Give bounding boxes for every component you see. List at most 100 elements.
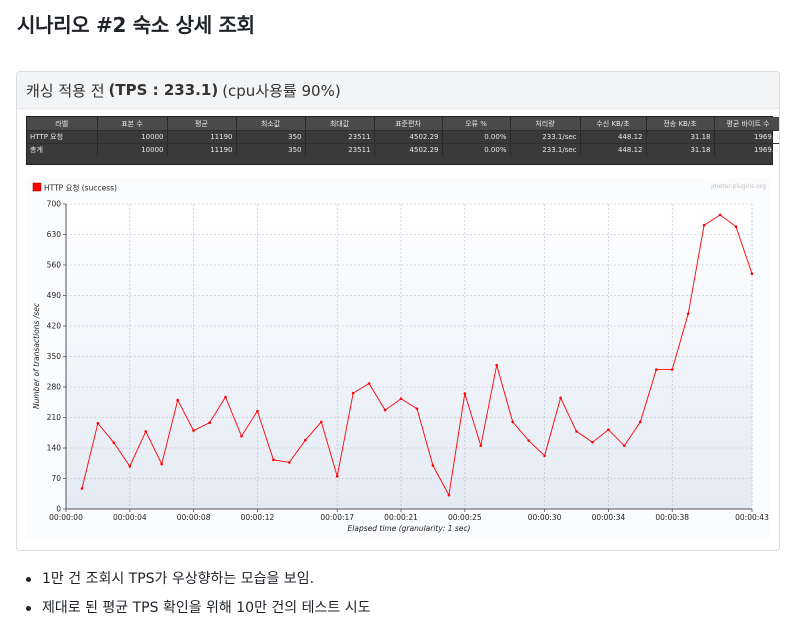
data-point (415, 407, 419, 411)
table-row[interactable]: HTTP 요청 10000 11190 350 23511 4502.29 0.… (27, 130, 779, 144)
page-title: 시나리오 #2 숙소 상세 조회 (17, 13, 255, 37)
table-cell: HTTP 요청 (27, 130, 98, 144)
data-point (591, 441, 594, 444)
table-cell: 10000 (97, 130, 168, 144)
note-text: 1만 건 조회시 TPS가 우상향하는 모습을 보임. (42, 571, 315, 587)
table-cell: 0.00% (442, 130, 511, 144)
data-point (655, 368, 658, 371)
data-point (559, 396, 562, 400)
x-tick-label: 00:00:00 (49, 513, 83, 522)
data-point (320, 420, 323, 424)
y-axis-label: Number of transactions /sec (32, 302, 41, 409)
data-point (734, 225, 738, 228)
legend-swatch (32, 182, 42, 192)
watermark: jmeter-plugins.org (710, 183, 766, 190)
data-point (750, 272, 754, 275)
x-tick-label: 00:00:38 (655, 513, 689, 522)
x-tick-label: 00:00:04 (113, 513, 147, 522)
notes-list: 1만 건 조회시 TPS가 우상향하는 모습을 보임. 제대로 된 평균 TPS… (22, 568, 370, 626)
card-title-tps: (TPS : 233.1) (108, 81, 219, 99)
data-point (80, 487, 84, 490)
bullet-icon (26, 577, 31, 582)
series-group (80, 213, 754, 497)
table-cell: 4502.29 (374, 143, 443, 156)
data-point (383, 408, 387, 412)
y-tick-label: 0 (56, 505, 61, 514)
table-cell: 448.12 (580, 143, 647, 156)
col-header[interactable]: 표본 수 (97, 117, 168, 131)
card-title-cpu: (cpu사용률 90%) (222, 81, 341, 100)
y-tick-label: 420 (47, 322, 62, 331)
data-point (112, 441, 116, 445)
x-tick-label: 00:00:21 (384, 513, 418, 522)
col-header[interactable]: 평균 바이트 수 (714, 117, 779, 131)
y-tick-label: 70 (51, 474, 61, 483)
col-header[interactable]: 수신 KB/초 (580, 117, 647, 131)
x-tick-label: 00:00:12 (241, 513, 275, 522)
card-title-prefix: 캐싱 적용 전 (26, 81, 105, 100)
x-tick-label: 00:00:34 (592, 513, 626, 522)
data-point (463, 392, 467, 395)
col-header[interactable]: 평균 (167, 117, 237, 131)
plot-area (66, 204, 752, 509)
data-point (399, 397, 403, 401)
data-point (144, 430, 148, 433)
col-header[interactable]: 최소값 (236, 117, 306, 131)
col-header[interactable]: 라벨 (27, 117, 98, 131)
col-header[interactable]: 전송 KB/초 (646, 117, 715, 131)
data-point (623, 444, 626, 448)
data-point (208, 421, 211, 424)
table-cell: 233.1/sec (510, 143, 581, 156)
table-cell: 10000 (97, 143, 168, 156)
list-item: 제대로 된 평균 TPS 확인을 위해 10만 건의 테스트 시도 (22, 597, 370, 626)
result-card: 캐싱 적용 전 (TPS : 233.1) (cpu사용률 90%) 라벨 표본… (16, 71, 780, 551)
table-cell: 350 (236, 143, 306, 156)
y-tick-label: 630 (47, 230, 62, 239)
summary-report-table: 라벨 표본 수 평균 최소값 최대값 표준편차 오류 % 처리량 수신 KB/초… (26, 116, 779, 165)
col-header[interactable]: 최대값 (305, 117, 375, 131)
card-header: 캐싱 적용 전 (TPS : 233.1) (cpu사용률 90%) (17, 72, 779, 109)
data-point (128, 465, 132, 468)
data-point (607, 428, 610, 431)
y-tick-label: 280 (47, 383, 62, 392)
data-point (176, 398, 179, 402)
y-tick-label: 350 (47, 352, 62, 361)
data-point (160, 462, 163, 466)
data-point (351, 391, 355, 395)
table-cell: 4502.29 (374, 130, 443, 144)
col-header[interactable]: 표준편차 (374, 117, 443, 131)
data-point (335, 475, 339, 478)
data-point (256, 409, 259, 413)
table-cell: 총계 (27, 143, 98, 156)
y-tick-label: 490 (47, 291, 62, 300)
table-cell: 448.12 (580, 130, 647, 144)
data-point (527, 439, 530, 442)
data-point (240, 434, 243, 438)
x-tick-label: 00:00:30 (528, 513, 562, 522)
col-header[interactable]: 처리량 (510, 117, 581, 131)
table-cell: 31.18 (646, 130, 715, 144)
x-tick-label: 00:00:25 (448, 513, 482, 522)
data-point (288, 461, 291, 464)
table-row-total[interactable]: 총계 10000 11190 350 23511 4502.29 0.00% 2… (27, 143, 779, 156)
table-cell: 11190 (167, 143, 237, 156)
data-point (511, 420, 514, 424)
table-cell: 233.1/sec (510, 130, 581, 144)
col-header[interactable]: 오류 % (442, 117, 511, 131)
bullet-icon (26, 606, 31, 611)
table-cell: 23511 (305, 143, 375, 156)
x-tick-label: 00:00:17 (320, 513, 354, 522)
data-point (96, 421, 100, 425)
y-tick-label: 210 (47, 413, 62, 422)
data-point (431, 464, 435, 467)
data-point (447, 493, 451, 497)
x-axis-label: Elapsed time (granularity: 1 sec) (348, 524, 471, 533)
data-point (575, 430, 578, 433)
data-point (479, 444, 483, 448)
data-point (224, 395, 227, 399)
x-axis-ticks: 00:00:00 00:00:04 00:00:08 00:00:12 00:00:17… (49, 509, 769, 522)
table-cell: 1969.0 (714, 130, 779, 144)
x-tick-label: 00:00:08 (177, 513, 211, 522)
table-cell: 31.18 (646, 143, 715, 156)
